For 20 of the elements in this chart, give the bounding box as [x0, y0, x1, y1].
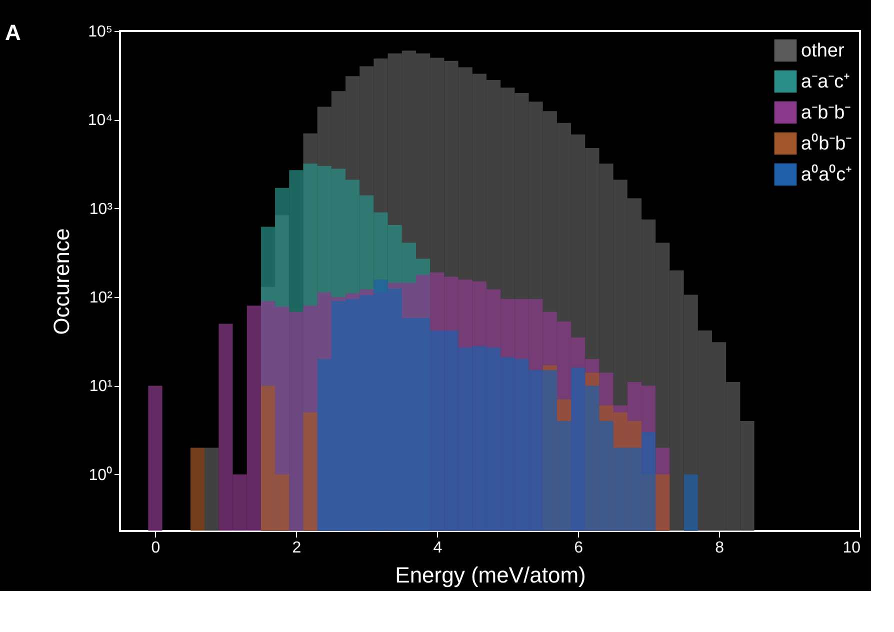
- y-tick-label: 10⁴: [88, 112, 113, 130]
- y-tick-label: 10⁰: [88, 466, 112, 484]
- x-tick-label: 8: [715, 540, 724, 556]
- x-tick-label: 0: [151, 540, 160, 556]
- legend-label: a⁰a⁰c⁺: [801, 164, 852, 186]
- legend-label: other: [801, 40, 845, 62]
- x-tick-label: 2: [292, 540, 302, 556]
- y-axis-title: Occurence: [48, 228, 74, 335]
- y-tick-label: 10¹: [89, 378, 112, 396]
- y-tick-label: 10²: [89, 290, 114, 307]
- legend-label: a⁰b⁻b⁻: [801, 132, 852, 154]
- x-tick-label: 10: [842, 540, 861, 556]
- x-axis-title: Energy (meV/atom): [395, 562, 586, 588]
- legend-label: a⁻b⁻b⁻: [801, 102, 851, 124]
- x-tick-label: 6: [574, 540, 584, 556]
- legend-label: a⁻a⁻c⁺: [801, 72, 850, 92]
- y-tick-label: 10⁵: [88, 24, 112, 40]
- y-tick-label: 10³: [89, 200, 114, 218]
- text: A: [5, 20, 21, 45]
- x-tick-label: 4: [433, 540, 442, 556]
